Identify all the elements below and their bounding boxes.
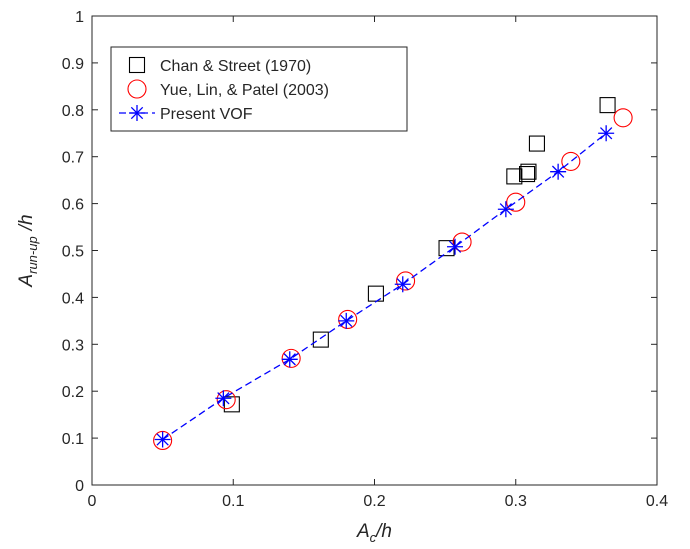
x-tick-label: 0.1 [222,493,244,510]
series-3-point [154,431,171,448]
series-2-point [561,151,581,171]
series-3-point [215,390,232,407]
series-2-point [506,192,526,212]
series-2 [153,108,633,450]
series-1-point [312,331,329,348]
y-tick-label: 0.3 [62,337,84,354]
series-3-point [550,163,567,180]
series-1-point [518,166,536,183]
series-1-point [528,135,545,152]
series-1 [223,97,616,413]
y-tick-label: 0.7 [62,150,84,167]
series-1-point [506,168,523,185]
series-3 [154,125,615,448]
y-tick-label: 0.8 [62,103,84,120]
y-tick-label: 1 [75,9,84,26]
x-tick-label: 0 [88,493,97,510]
series-2-point [153,430,173,450]
series-2-point [452,232,472,252]
y-tick-label: 0.2 [62,384,84,401]
series-3-point [497,201,514,218]
y-axis-label: Arun-up/h [16,214,40,287]
series-3-point [281,351,298,368]
series-2-point [281,348,301,368]
series-1-point [599,97,616,114]
legend-marker-2 [127,79,147,99]
legend: Chan & Street (1970) Yue, Lin, & Patel (2… [110,46,408,132]
x-tick-label: 0.2 [363,493,385,510]
series-3-point [394,276,411,293]
series-3-point [447,238,464,255]
series-3-point [598,125,615,142]
legend-box [110,46,408,132]
y-tick-label: 0 [75,478,84,495]
x-tick-label: 0.3 [505,493,527,510]
y-axis-label-sub: run-up [25,236,40,274]
series-layer [153,97,633,450]
x-axis-label-main: A [356,521,370,542]
legend-label-3: Present VOF [160,106,253,123]
y-axis-label-suffix: /h [16,214,37,232]
series-2-point [338,309,358,329]
y-tick-label: 0.1 [62,431,84,448]
legend-entries: Chan & Street (1970) Yue, Lin, & Patel (2… [119,56,329,123]
x-axis-label-suffix: /h [374,521,392,542]
x-axis-label: Ac/h [356,521,392,545]
legend-label-2: Yue, Lin, & Patel (2003) [160,82,329,99]
series-1-point [223,396,240,413]
series-1-point [520,163,537,180]
y-tick-label: 0.5 [62,244,84,261]
series-3-point [338,312,355,329]
y-tick-label: 0.6 [62,197,84,214]
y-tick-label: 0.9 [62,56,84,73]
series-2-point [216,390,236,410]
series-2-point [613,108,633,128]
y-axis-label-main: A [16,274,37,288]
axis-ticks: 0 0.1 0.2 0.3 0.4 0 0.1 0.2 0.3 0.4 0.5 0.6 0.7 0.8 0.… [62,9,668,510]
series-2-point [396,271,416,291]
legend-marker-3 [129,105,145,121]
legend-marker-1 [128,56,146,74]
legend-label-1: Chan & Street (1970) [160,58,311,75]
x-tick-label: 0.4 [646,493,668,510]
x-axis-label-sub: c [370,530,377,545]
y-tick-label: 0.4 [62,290,84,307]
